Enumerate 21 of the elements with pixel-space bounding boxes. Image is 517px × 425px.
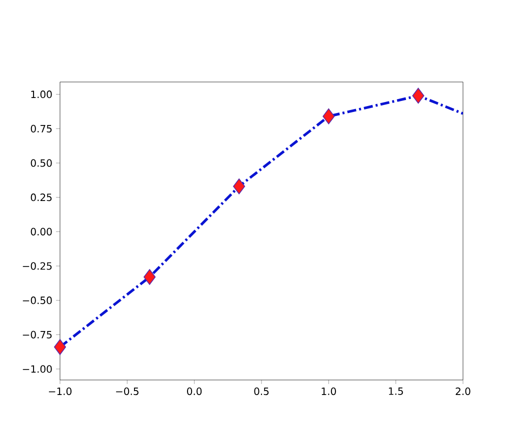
y-tick-label: 0.00 [30,228,52,236]
y-tick-label: −0.75 [22,330,52,338]
y-tick-label: −0.25 [22,262,52,270]
x-tick-label: 0.5 [254,388,269,396]
x-tick-label: 1.0 [322,388,336,396]
point [322,108,335,124]
y-tick-label: −0.50 [22,296,52,304]
y-tick-label: −1.00 [22,365,52,373]
y-tick-label: 0.25 [30,194,52,202]
x-tick-label: 2.0 [456,388,470,396]
x-tick-label: 1.5 [388,388,403,395]
x-tick-label: −1.0 [48,388,72,396]
y-tick-label: 0.75 [30,124,52,132]
point [412,88,424,104]
point [233,178,246,194]
point [144,269,156,285]
y-tick-label: 0.50 [30,159,52,167]
x-tick-label: 0.0 [187,388,202,396]
y-tick-label: 1.00 [31,90,52,98]
x-tick-label: −0.5 [116,388,138,396]
point [54,339,66,355]
